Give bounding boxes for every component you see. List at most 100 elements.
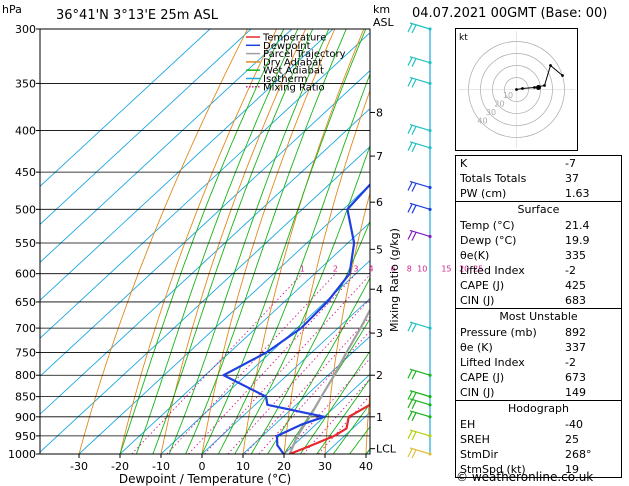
height-tick-label: LCL	[376, 443, 397, 456]
legend-label: Temperature	[262, 33, 326, 44]
wind-barb	[409, 141, 431, 149]
mu-pressure-row: Pressure (mb) 892	[460, 326, 586, 339]
wind-barb	[411, 79, 417, 88]
skewt-profiles	[222, 182, 370, 454]
wind-barb	[411, 183, 417, 192]
mu-cape-row: CAPE (J) 673	[460, 371, 586, 384]
pressure-tick-label: 600	[15, 268, 36, 281]
wind-barb	[407, 57, 413, 66]
wind-barb	[409, 321, 431, 329]
temperature-tick-label: -30	[70, 460, 88, 473]
wind-barb	[409, 447, 431, 455]
wet-adiabat-line	[300, 350, 370, 454]
mixing-ratio-line	[303, 378, 370, 454]
wind-barb-dot	[428, 81, 432, 86]
hodo-trace-point	[533, 86, 536, 89]
wind-barb	[407, 204, 413, 213]
height-tick-label: 1	[376, 411, 383, 424]
pressure-tick-label: 850	[15, 391, 36, 404]
pressure-tick-label: 900	[15, 411, 36, 424]
mixing-ratio-line	[188, 273, 357, 454]
mixing-ratio-line	[244, 316, 370, 454]
surface-cin-row: CIN (J) 683	[460, 294, 586, 307]
wind-barb	[409, 368, 431, 376]
wind-barb-dot	[428, 452, 432, 456]
x-axis-label: Dewpoint / Temperature (°C)	[119, 472, 291, 486]
height-tick-label: 4	[376, 283, 383, 296]
mixing-ratio-axis-label: Mixing Ratio (g/kg)	[388, 228, 401, 332]
mixing-ratio-label: 25	[473, 265, 483, 274]
surface-title: Surface	[456, 201, 621, 218]
mixing-ratio-label: 1	[300, 265, 305, 274]
wet-adiabat-line	[332, 402, 370, 454]
wind-barb	[409, 123, 431, 132]
pressure-tick-label: 950	[15, 430, 36, 443]
most-unstable-title: Most Unstable	[456, 308, 621, 325]
pw-row: PW (cm) 1.63	[460, 187, 590, 200]
mixing-ratio-label: 10	[417, 265, 427, 274]
asl-label: ASL	[373, 16, 395, 29]
hodo-trace-point	[515, 88, 518, 91]
wind-barb	[411, 400, 417, 410]
pressure-tick-label: 400	[15, 125, 36, 138]
wind-barb-dot	[428, 434, 432, 438]
hodograph-title: Hodograph	[456, 400, 621, 417]
wind-barb	[409, 180, 431, 189]
wind-barb	[407, 231, 413, 240]
wind-barb-dot	[428, 415, 432, 419]
pressure-tick-label: 550	[15, 237, 36, 250]
hodo-ring-label: 20	[494, 100, 504, 109]
isotherm-line	[78, 183, 370, 454]
dry-adiabat-line	[365, 387, 370, 454]
wind-barb-dot	[428, 27, 432, 31]
pressure-tick-label: 350	[15, 77, 36, 90]
pressure-tick-label: 450	[15, 166, 36, 179]
hodo-ring-label: 30	[486, 108, 496, 117]
wind-barb	[411, 126, 417, 135]
pressure-tick-label: 700	[15, 322, 36, 335]
wind-barb-dot	[428, 373, 432, 377]
hodo-ring-label: 40	[477, 117, 487, 126]
isotherm-line	[40, 145, 370, 453]
wind-barb	[411, 143, 417, 153]
totals-totals-row: Totals Totals 37	[460, 172, 579, 185]
dry-adiabat-line	[324, 191, 370, 454]
legend-label: Parcel Trajectory	[263, 49, 346, 60]
hodo-storm-motion	[536, 85, 541, 90]
mixing-ratio-label: 15	[441, 265, 451, 274]
wind-barb	[409, 229, 431, 238]
temperature-tick-label: 30	[318, 460, 332, 473]
isotherm-line	[40, 29, 334, 301]
wind-barb	[407, 430, 413, 440]
wind-barb	[407, 23, 413, 33]
wind-barb	[409, 429, 431, 437]
indices-table: K -7 Totals Totals 37 PW (cm) 1.63 Surface …	[455, 155, 622, 478]
legend-label: Mixing Ratio	[263, 82, 325, 93]
wind-barb	[411, 449, 417, 459]
legend-label: Isotherm	[263, 74, 307, 85]
surface-thetae-row: θe(K) 335	[460, 249, 586, 262]
wind-barb	[411, 232, 417, 241]
temperature-tick-label: 10	[236, 460, 250, 473]
mixing-ratio-label: 4	[369, 265, 374, 274]
wind-barb-dot	[428, 128, 432, 133]
wind-barb-dot	[428, 185, 432, 190]
wind-barb-dot	[428, 61, 432, 65]
wind-barb-dot	[428, 207, 432, 211]
wet-adiabat-line	[316, 378, 370, 454]
isotherm-line	[283, 373, 370, 454]
hodo-trace-point	[549, 64, 552, 67]
wind-barb	[407, 78, 413, 87]
legend-label: Dry Adiabat	[263, 57, 322, 68]
wind-barb	[411, 370, 417, 380]
pressure-tick-label: 650	[15, 296, 36, 309]
temperature-tick-label: 0	[199, 460, 206, 473]
surface-cape-row: CAPE (J) 425	[460, 279, 586, 292]
mixing-ratio-line	[131, 273, 303, 454]
temperature-tick-label: 40	[359, 460, 373, 473]
isotherm-line	[40, 32, 370, 339]
wind-barb	[407, 125, 413, 134]
wind-barb-dot	[428, 403, 432, 407]
sreh-row: SREH 25	[460, 433, 579, 446]
temperature-tick-label: -10	[152, 460, 170, 473]
